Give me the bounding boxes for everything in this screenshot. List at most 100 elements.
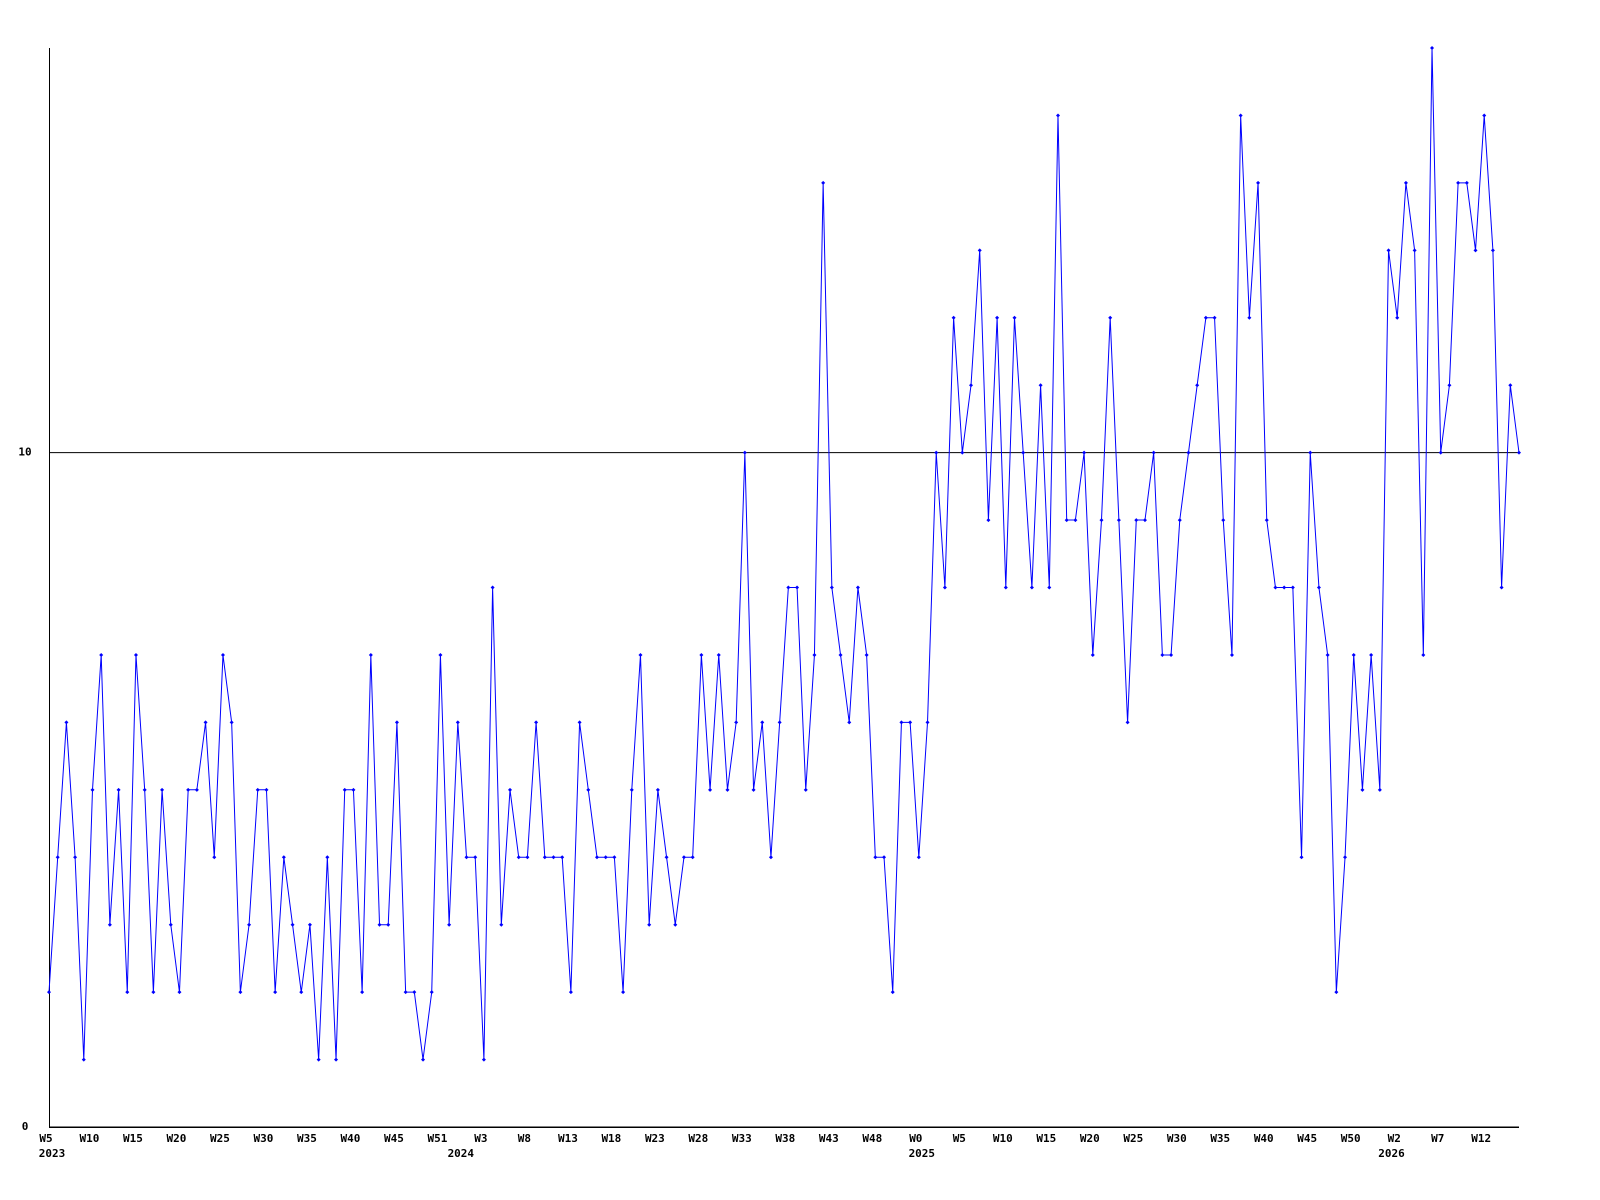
point	[403, 990, 408, 995]
point	[1316, 585, 1321, 590]
point	[47, 990, 51, 995]
point	[812, 652, 817, 657]
point	[777, 720, 782, 725]
point	[1395, 315, 1400, 320]
point	[1334, 990, 1339, 995]
point	[621, 990, 626, 995]
x-tick-label: W38	[775, 1132, 795, 1145]
point	[551, 855, 556, 860]
point	[421, 1057, 426, 1062]
x-tick-label: W15	[123, 1132, 143, 1145]
point	[1090, 652, 1095, 657]
point	[412, 990, 417, 995]
x-tick-label: W7	[1431, 1132, 1444, 1145]
point	[1264, 518, 1269, 523]
point	[1099, 518, 1104, 523]
point	[160, 787, 165, 792]
x-tick-label: W10	[80, 1132, 100, 1145]
x-tick-label: W48	[862, 1132, 882, 1145]
point	[220, 652, 225, 657]
point	[1055, 113, 1060, 118]
point	[960, 450, 965, 455]
point	[1351, 652, 1356, 657]
point	[1456, 180, 1461, 185]
year-label: 2026	[1378, 1147, 1405, 1160]
point	[1386, 248, 1391, 253]
point	[186, 787, 191, 792]
point	[760, 720, 765, 725]
point	[681, 855, 686, 860]
x-tick-label: W45	[384, 1132, 404, 1145]
point	[1221, 518, 1226, 523]
point	[829, 585, 834, 590]
point	[1412, 248, 1417, 253]
point	[795, 585, 800, 590]
point	[1282, 585, 1287, 590]
year-label: 2024	[448, 1147, 475, 1160]
point	[1464, 180, 1469, 185]
point	[1012, 315, 1017, 320]
point	[768, 855, 773, 860]
point	[1212, 315, 1217, 320]
point	[473, 855, 478, 860]
point	[629, 787, 634, 792]
x-tick-label: W23	[645, 1132, 665, 1145]
point	[821, 180, 826, 185]
point	[1308, 450, 1313, 455]
point	[386, 922, 391, 927]
point	[1229, 652, 1234, 657]
point	[73, 855, 78, 860]
point	[916, 855, 921, 860]
point	[838, 652, 843, 657]
point	[325, 855, 330, 860]
point	[499, 922, 504, 927]
point	[594, 855, 599, 860]
x-tick-label: W3	[474, 1132, 487, 1145]
point	[612, 855, 617, 860]
point	[247, 922, 252, 927]
point	[977, 248, 982, 253]
point	[290, 922, 295, 927]
point	[334, 1057, 339, 1062]
point	[1247, 315, 1252, 320]
point	[238, 990, 243, 995]
point	[1325, 652, 1330, 657]
point	[1508, 383, 1513, 388]
x-tick-label: W12	[1471, 1132, 1491, 1145]
point	[481, 1057, 486, 1062]
point	[394, 720, 399, 725]
point	[55, 855, 60, 860]
point	[1447, 383, 1452, 388]
x-tick-label: W40	[341, 1132, 361, 1145]
point	[725, 787, 730, 792]
point	[342, 787, 347, 792]
point	[508, 787, 513, 792]
x-tick-label: W20	[1080, 1132, 1100, 1145]
x-tick-label: W35	[1210, 1132, 1230, 1145]
point	[1134, 518, 1139, 523]
point	[299, 990, 304, 995]
point	[307, 922, 312, 927]
point	[464, 855, 469, 860]
point	[316, 1057, 321, 1062]
point	[360, 990, 365, 995]
point	[603, 855, 608, 860]
x-tick-label: W51	[427, 1132, 447, 1145]
point	[1377, 787, 1382, 792]
point	[351, 787, 356, 792]
point	[1369, 652, 1374, 657]
point	[1482, 113, 1487, 118]
point	[1290, 585, 1295, 590]
point	[133, 652, 138, 657]
point	[429, 990, 434, 995]
point	[1256, 180, 1261, 185]
y-tick-label: 0	[22, 1120, 29, 1133]
point	[803, 787, 808, 792]
x-tick-label: W5	[953, 1132, 966, 1145]
point	[864, 652, 869, 657]
x-tick-label: W33	[732, 1132, 752, 1145]
x-tick-label: W0	[909, 1132, 922, 1145]
point	[168, 922, 173, 927]
point	[1142, 518, 1147, 523]
